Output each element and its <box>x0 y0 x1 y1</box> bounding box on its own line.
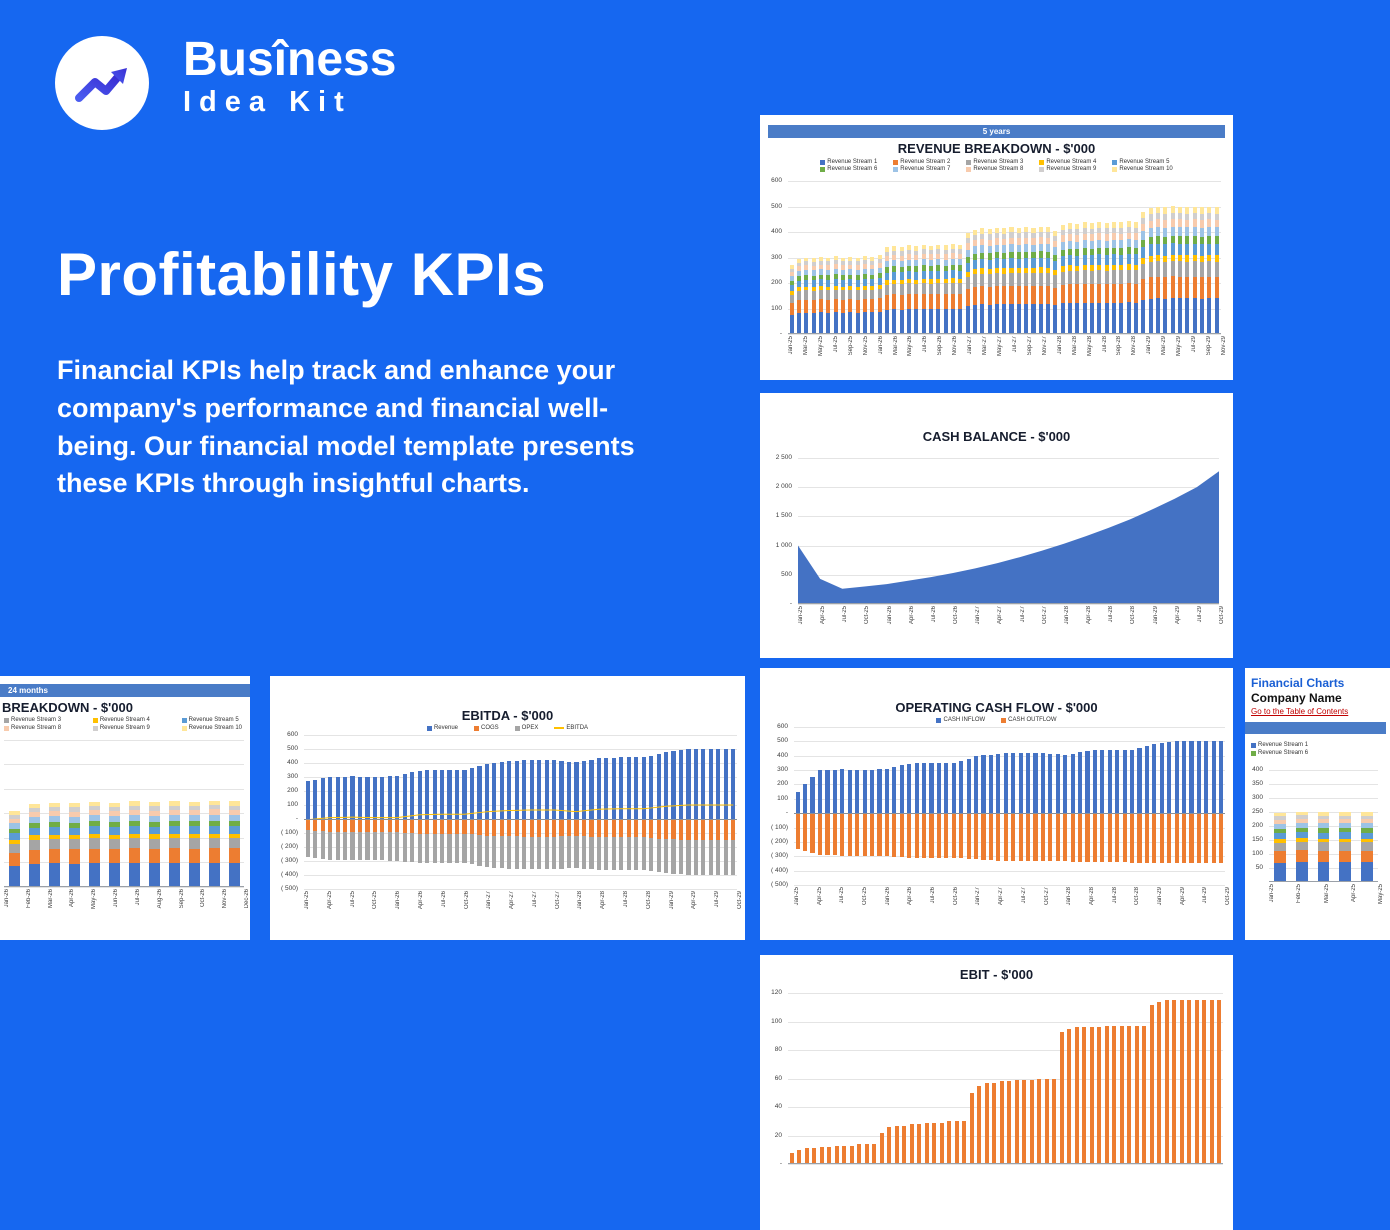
operating-cash-flow-card: OPERATING CASH FLOW - $'000 CASH INFLOW C… <box>760 668 1233 940</box>
trending-arrow-icon <box>55 36 149 130</box>
page-description: Financial KPIs help track and enhance yo… <box>57 355 635 499</box>
chart-title: OPERATING CASH FLOW - $'000 <box>895 700 1098 715</box>
chart-legend: Revenue Stream 1 Revenue Stream 2 Revenue … <box>760 159 1233 172</box>
ebit-chart: 120 100 80 60 40 20- <box>760 984 1233 1204</box>
revenue-breakdown-5y-card: 5 years REVENUE BREAKDOWN - $'000 Revenu… <box>760 115 1233 380</box>
chart-period-header <box>1245 722 1386 734</box>
chart-title: BREAKDOWN - $'000 <box>2 700 133 715</box>
revenue-breakdown-chart: 600 500 400 300 200 100- Jan-25 Mar-25 May-25 Jul… <box>771 177 1227 357</box>
operating-cash-flow-chart: 600 500 400 300 200 100-( 100)( 200)( 300)( 4… <box>771 723 1231 906</box>
mini-revenue-chart: 400 350 300 250 200 150 100 50 Jan-25 Feb-25 Mar-2… <box>1252 766 1384 905</box>
brand-subname: Idea Kit <box>183 86 352 118</box>
page-title: Profitability KPIs <box>57 241 547 308</box>
cash-balance-chart: 2 500 2 000 1 500 1 000 500- Jan-25 Apr-25 Jul-… <box>775 453 1225 625</box>
chart-title: EBITDA - $'000 <box>461 708 554 723</box>
brand-name: Busîness <box>183 33 397 86</box>
brand-wordmark: Busîness Idea Kit <box>183 36 396 119</box>
chart-period-header: 5 years <box>768 125 1225 138</box>
table-of-contents-link[interactable]: Go to the Table of Contents <box>1251 707 1349 716</box>
chart-legend: CASH INFLOW CASH OUTFLOW <box>760 717 1233 723</box>
chart-legend: Revenue Stream 1 Revenue Stream 6 <box>1251 742 1390 756</box>
chart-title: EBIT - $'000 <box>959 967 1034 982</box>
chart-period-header: 24 months <box>0 684 250 697</box>
financial-charts-heading: Financial Charts <box>1251 676 1345 690</box>
brand-logo: Busîness Idea Kit <box>55 36 396 130</box>
revenue-breakdown-24m-chart: Jan-26 Feb-26 Mar-26 Apr-26 May-26 Jun-26 Jul-… <box>0 733 250 925</box>
chart-title: REVENUE BREAKDOWN - $'000 <box>897 141 1096 156</box>
chart-legend: Revenue Stream 3 Revenue Stream 4 Revenue … <box>0 715 250 731</box>
ebitda-chart: 600 500 400 300 200 100-( 100)( 200)( 300)( 4… <box>281 731 743 910</box>
chart-title: CASH BALANCE - $'000 <box>922 429 1071 444</box>
financial-charts-nav-card: Financial Charts Company Name Go to the … <box>1245 668 1390 940</box>
ebit-card: EBIT - $'000 120 100 80 60 40 20- <box>760 955 1233 1230</box>
cash-balance-card: CASH BALANCE - $'000 2 500 2 000 1 500 1 00… <box>760 393 1233 658</box>
company-name: Company Name <box>1251 691 1342 705</box>
chart-legend: Revenue COGS OPEX EBITDA <box>270 725 745 731</box>
ebitda-card: EBITDA - $'000 Revenue COGS OPEX EBITDA 600… <box>270 676 745 940</box>
revenue-breakdown-24m-card: 24 months BREAKDOWN - $'000 Revenue Stre… <box>0 676 250 940</box>
